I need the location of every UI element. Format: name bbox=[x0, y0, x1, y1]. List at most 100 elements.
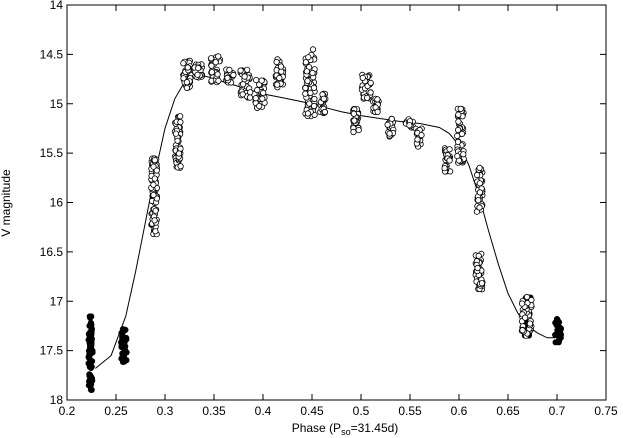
y-axis-ticks: 14 14.5 15 15.5 16 16.5 17 17.5 18 bbox=[40, 0, 606, 407]
open-data-point bbox=[254, 86, 261, 94]
open-data-point bbox=[151, 175, 158, 182]
open-data-point bbox=[237, 67, 244, 74]
open-data-point bbox=[526, 320, 534, 327]
plot-border bbox=[66, 4, 607, 401]
open-data-point bbox=[455, 111, 462, 118]
open-data-point bbox=[177, 119, 184, 126]
open-data-point bbox=[446, 146, 453, 153]
open-data-point bbox=[277, 63, 285, 70]
open-data-point bbox=[311, 95, 318, 103]
open-data-point bbox=[253, 77, 260, 84]
x-axis-title-tail: =31.45d) bbox=[351, 421, 399, 435]
open-data-point bbox=[363, 94, 371, 102]
open-data-point bbox=[350, 110, 357, 117]
open-data-point bbox=[230, 71, 237, 79]
data-points-layer bbox=[85, 46, 565, 393]
open-data-point bbox=[310, 102, 318, 110]
open-data-point bbox=[258, 77, 265, 84]
open-data-point bbox=[256, 103, 263, 110]
open-data-point bbox=[172, 130, 180, 137]
x-tick-label: 0.65 bbox=[496, 404, 520, 418]
open-data-point bbox=[374, 108, 381, 116]
open-data-point bbox=[276, 74, 283, 82]
open-data-point bbox=[226, 66, 233, 74]
open-data-point bbox=[414, 136, 421, 143]
filled-data-point bbox=[554, 321, 561, 328]
open-data-point bbox=[309, 46, 317, 53]
open-data-point bbox=[302, 59, 309, 66]
x-tick-label: 0.25 bbox=[104, 404, 128, 418]
x-tick-label: 0.5 bbox=[353, 404, 370, 418]
open-data-point bbox=[518, 300, 526, 307]
filled-data-point bbox=[123, 334, 130, 342]
open-data-point bbox=[418, 132, 425, 139]
open-data-point bbox=[303, 68, 310, 75]
open-data-point bbox=[180, 60, 187, 67]
y-tick-label: 14 bbox=[50, 0, 64, 12]
y-tick-label: 15.5 bbox=[40, 146, 64, 160]
open-data-point bbox=[177, 113, 184, 120]
open-data-point bbox=[278, 68, 285, 75]
open-data-point bbox=[215, 53, 222, 60]
open-data-point bbox=[183, 79, 190, 86]
open-data-point bbox=[351, 117, 358, 124]
open-data-point bbox=[304, 77, 311, 85]
filled-data-point bbox=[86, 313, 93, 320]
open-data-point bbox=[406, 122, 413, 129]
open-data-point bbox=[384, 121, 391, 128]
open-data-point bbox=[177, 163, 184, 170]
open-data-point bbox=[302, 90, 309, 97]
open-data-point bbox=[367, 89, 374, 96]
filled-data-point bbox=[555, 339, 562, 346]
open-data-point bbox=[240, 81, 247, 88]
plot-frame bbox=[66, 4, 607, 401]
y-axis-title: V magnitude bbox=[0, 169, 13, 237]
open-data-point bbox=[274, 81, 281, 88]
fit-curve-layer bbox=[95, 75, 555, 369]
open-data-point bbox=[306, 100, 313, 107]
open-data-point bbox=[150, 181, 157, 188]
open-data-point bbox=[183, 84, 190, 92]
open-data-point bbox=[195, 65, 202, 72]
open-data-point bbox=[151, 217, 158, 224]
x-axis-title-subscript: so bbox=[341, 427, 351, 437]
x-axis-title: Phase (Pso=31.45d) bbox=[292, 421, 399, 437]
filled-data-point bbox=[88, 380, 95, 388]
open-data-point bbox=[208, 69, 215, 76]
open-data-point bbox=[152, 207, 159, 214]
x-axis-ticks: 0.2 0.25 0.3 0.35 0.4 0.45 0.5 0.55 0.6 0.65 0.7 0.… bbox=[59, 5, 618, 418]
open-data-point bbox=[454, 138, 462, 145]
open-data-point bbox=[446, 157, 453, 164]
open-data-point bbox=[304, 110, 312, 117]
filled-data-point bbox=[86, 363, 93, 370]
open-data-point bbox=[208, 55, 215, 62]
open-data-point bbox=[519, 327, 526, 334]
open-data-point bbox=[455, 118, 462, 125]
y-tick-label: 15 bbox=[50, 97, 64, 111]
open-data-point bbox=[180, 75, 187, 82]
x-tick-label: 0.6 bbox=[451, 404, 468, 418]
open-data-point bbox=[273, 58, 280, 66]
open-data-point bbox=[359, 74, 366, 82]
open-data-point bbox=[521, 314, 529, 321]
open-data-point bbox=[215, 77, 222, 84]
x-axis-title-main: Phase (P bbox=[292, 421, 341, 435]
open-data-point bbox=[260, 89, 267, 97]
open-data-point bbox=[454, 132, 461, 139]
y-tick-label: 18 bbox=[50, 393, 64, 407]
open-data-point bbox=[454, 153, 461, 160]
filled-data-point bbox=[556, 334, 563, 341]
open-data-point bbox=[457, 105, 464, 113]
x-tick-label: 0.75 bbox=[594, 404, 618, 418]
open-data-point bbox=[476, 180, 483, 187]
filled-data-point bbox=[122, 326, 129, 333]
y-tick-label: 14.5 bbox=[40, 47, 64, 61]
open-data-point bbox=[307, 89, 314, 97]
open-data-point bbox=[476, 164, 483, 171]
y-tick-label: 17 bbox=[50, 294, 64, 308]
open-data-point bbox=[476, 189, 483, 196]
open-data-point bbox=[441, 165, 448, 172]
open-data-point bbox=[302, 84, 309, 92]
open-data-point bbox=[310, 84, 318, 92]
open-data-point bbox=[473, 171, 481, 179]
